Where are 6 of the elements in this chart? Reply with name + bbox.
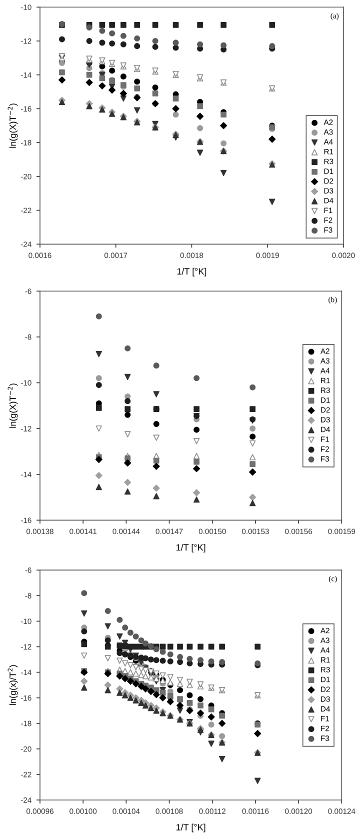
y-axis-title: ln(g(X)T$^{−2}$) [8,104,18,148]
y-axis-title: ln(g(x)/T$^{2}$) [8,665,18,705]
x-axis-title: 1/T [°K] [177,268,206,276]
y-axis-title: ln(g(X)T$^{−2}$) [8,384,18,428]
x-axis-title: 1/T [°K] [176,544,206,552]
x-axis-title: 1/T [°K] [176,824,206,832]
